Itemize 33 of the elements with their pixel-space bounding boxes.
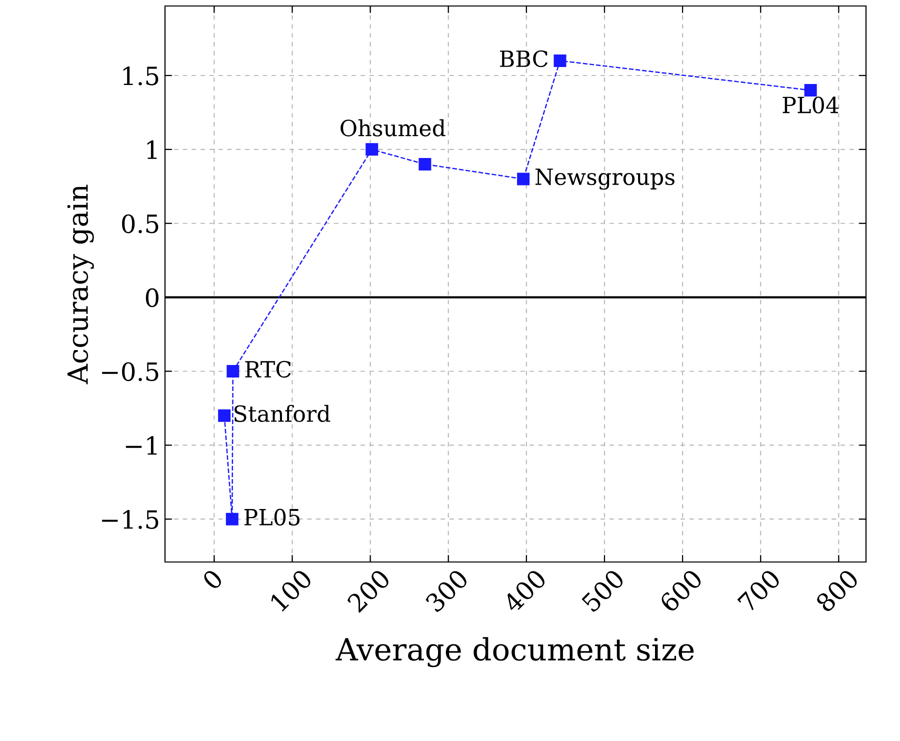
annotation: Newsgroups	[536, 168, 674, 190]
point	[418, 158, 432, 170]
x-tick-label: 500	[580, 568, 626, 613]
point	[517, 172, 530, 186]
x-axis-title: Average document size	[336, 637, 694, 668]
annotation: BBC	[500, 50, 548, 68]
annotation: Stanford	[234, 404, 330, 422]
annotation: Ohsumed	[340, 119, 446, 136]
y-tick-label: −1	[126, 436, 157, 455]
x-tick-label: 100	[269, 568, 314, 612]
point	[804, 84, 817, 97]
point	[366, 143, 378, 156]
x-tick-label: 700	[736, 568, 782, 613]
point	[554, 54, 566, 67]
point	[226, 512, 238, 526]
point	[226, 364, 240, 378]
x-tick-label: 600	[658, 568, 704, 614]
y-tick-label: −1.5	[102, 510, 158, 529]
annotation: PL05	[244, 508, 300, 526]
y-tick-label: 1	[147, 140, 157, 159]
x-tick-label: 200	[346, 568, 392, 614]
y-tick-label: 0.5	[122, 214, 158, 234]
x-tick-label: 800	[814, 568, 860, 614]
point	[218, 409, 231, 422]
y-tick-label: 1.5	[123, 66, 158, 86]
annotation: PL04	[782, 96, 838, 114]
x-tick-label: 300	[424, 568, 470, 613]
y-tick-label: 0	[146, 288, 158, 308]
x-tick-label: 0	[201, 568, 224, 591]
y-tick-label: −0.5	[102, 362, 158, 382]
annotation: RTC	[245, 360, 291, 378]
y-axis-title: Accuracy gain	[67, 184, 94, 384]
x-tick-label: 400	[502, 568, 548, 614]
